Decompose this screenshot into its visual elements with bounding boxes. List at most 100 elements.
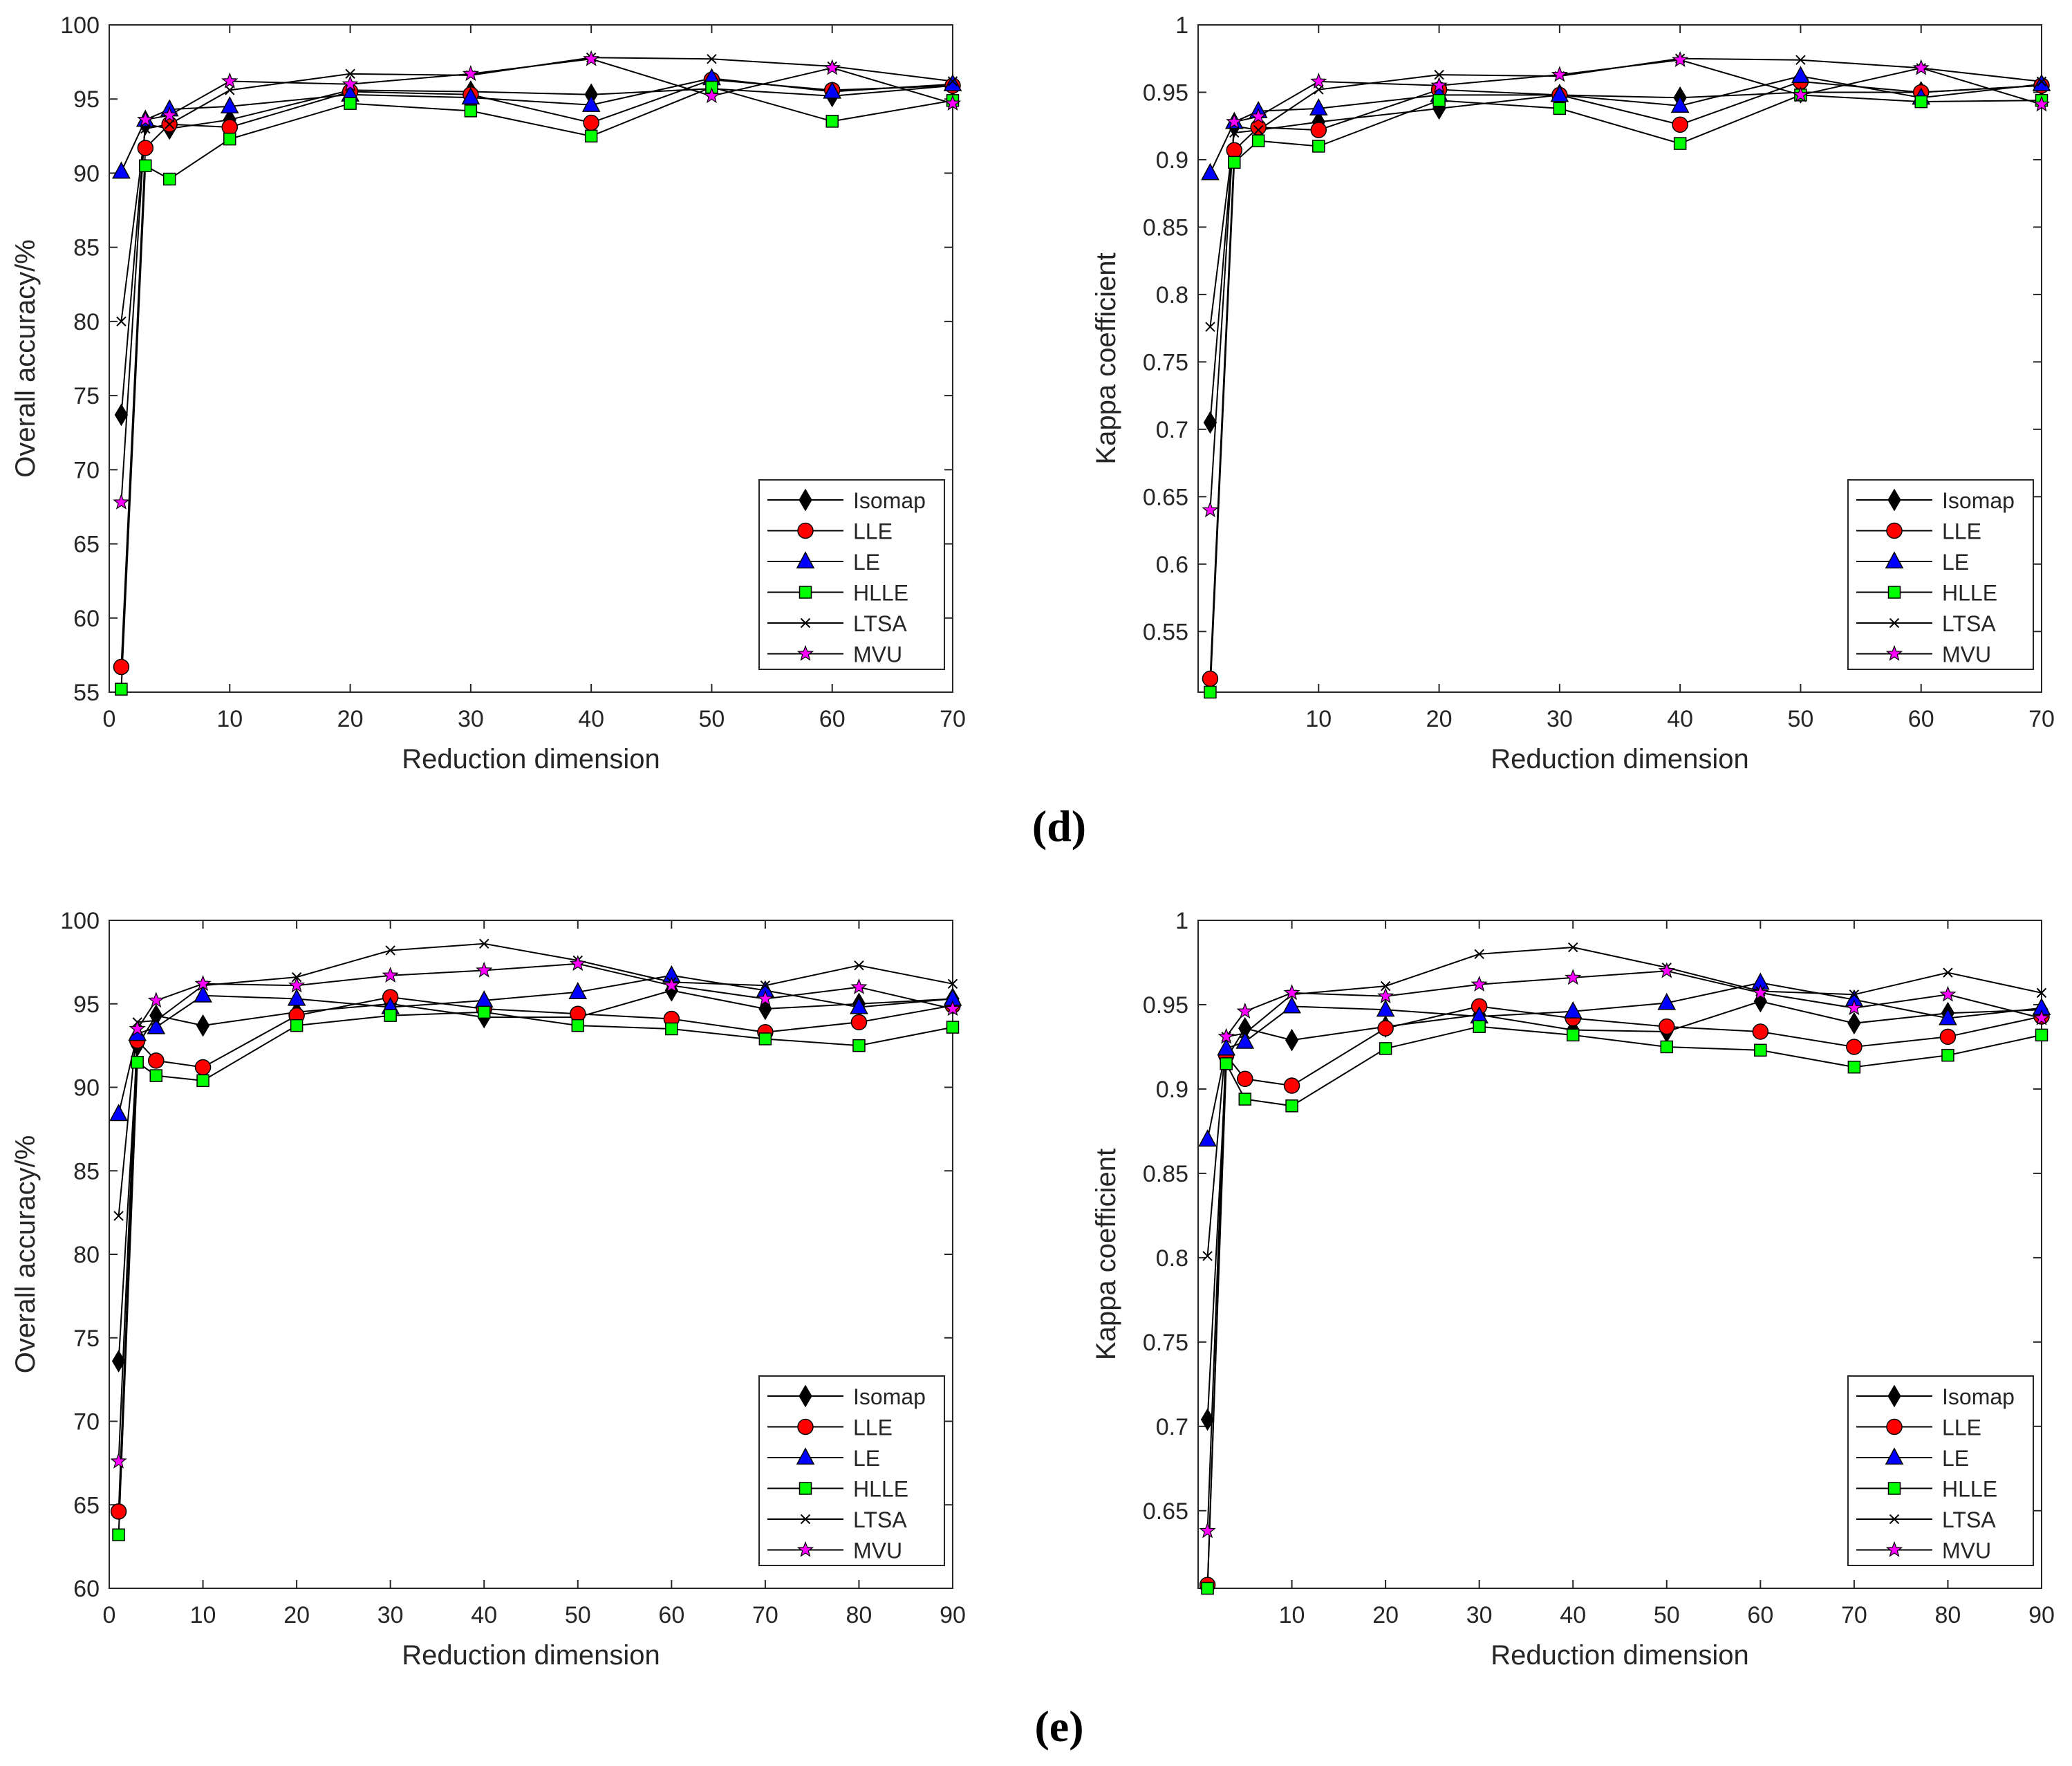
legend-marker-le [1885, 1447, 1904, 1465]
data-point-ltsa [151, 1015, 161, 1026]
legend-label: HLLE [1942, 581, 1997, 606]
panel-label-d: (d) [1032, 801, 1086, 851]
data-point-mvu [1202, 501, 1219, 518]
data-point-mvu [944, 1000, 962, 1016]
legend: Isomap LLE LE HLLE LTSA MVU [758, 479, 945, 670]
x-tick-label: 30 [1547, 706, 1573, 732]
data-point-mvu [1672, 50, 1689, 67]
data-point-mvu [569, 955, 586, 972]
data-point-le [850, 996, 868, 1014]
legend-marker-mvu [796, 1541, 814, 1557]
chart-3: 0 10 20 30 40 50 60 70 80 90 60 65 70 75 80 85 90 95 100 Re… [10, 908, 966, 1671]
data-point-le [287, 988, 306, 1006]
y-axis-label: Kappa coefficient [1091, 252, 1121, 464]
legend-marker-isomap [1887, 1384, 1901, 1408]
y-tick-label: 0.8 [1156, 282, 1188, 308]
legend-label: HLLE [853, 1477, 908, 1502]
data-point-mvu [462, 65, 479, 82]
data-point-hlle [1204, 685, 1217, 699]
x-tick-label: 60 [658, 1602, 684, 1628]
data-point-lle [1250, 119, 1267, 136]
legend-label: MVU [1942, 642, 1991, 667]
legend-label: LLE [853, 1415, 893, 1440]
data-point-hlle [223, 132, 236, 146]
data-point-ltsa [947, 978, 958, 989]
data-point-hlle [1673, 137, 1687, 150]
x-tick-label: 0 [103, 706, 116, 732]
data-point-mvu [1939, 985, 1957, 1002]
charts: 0 10 20 30 40 50 60 70556065707580859095100Redu… [10, 12, 2055, 1671]
data-point-ltsa [1795, 55, 1806, 65]
x-tick-label: 50 [1788, 706, 1814, 732]
legend-box [1847, 479, 2034, 670]
y-tick-label: 65 [73, 532, 100, 558]
data-point-hlle [464, 104, 478, 118]
data-point-lle [1377, 1020, 1394, 1037]
y-tick-label: 0.75 [1143, 1330, 1188, 1356]
data-point-isomap [1200, 1408, 1215, 1431]
data-point-mvu [1792, 86, 1809, 102]
y-tick-label: 100 [60, 908, 100, 934]
legend-label: LLE [853, 519, 893, 544]
data-point-hlle [196, 1074, 209, 1088]
legend-label: Isomap [853, 488, 926, 513]
legend-marker-le [796, 551, 815, 569]
data-point-hlle [384, 1009, 397, 1022]
data-point-ltsa [1253, 124, 1264, 136]
data-point-hlle [1566, 1028, 1580, 1042]
data-point-ltsa [1240, 1028, 1250, 1039]
data-point-hlle [131, 1056, 144, 1069]
data-point-le [1376, 999, 1395, 1017]
data-point-hlle [139, 159, 152, 172]
data-point-mvu [129, 1020, 146, 1037]
data-point-lle [1237, 1070, 1253, 1088]
data-point-lle [1846, 1039, 1863, 1055]
legend-box [758, 479, 945, 670]
data-point-hlle [162, 172, 176, 186]
legend-marker-hlle [1887, 1482, 1901, 1495]
x-tick-label: 10 [216, 706, 243, 732]
legend-marker-lle [1886, 522, 1903, 539]
x-tick-label: 90 [940, 1602, 966, 1628]
data-point-mvu [110, 1452, 127, 1469]
y-tick-label: 60 [73, 1576, 100, 1602]
data-point-mvu [476, 961, 493, 978]
data-point-hlle [571, 1019, 585, 1032]
legend-label: LTSA [853, 1507, 907, 1532]
legend-marker-isomap [1887, 488, 1901, 512]
data-point-hlle [344, 97, 357, 110]
x-tick-label: 20 [1426, 706, 1453, 732]
data-point-mvu [583, 50, 600, 66]
data-point-hlle [149, 1069, 163, 1082]
x-tick-label: 70 [752, 1602, 778, 1628]
data-point-lle [1939, 1028, 1957, 1045]
panel-label-e: (e) [1034, 1702, 1083, 1751]
x-axis-label: Reduction dimension [402, 1640, 660, 1671]
legend-label: HLLE [853, 581, 908, 606]
legend-label: MVU [1942, 1539, 1991, 1563]
y-tick-label: 0.9 [1156, 1077, 1188, 1103]
data-point-hlle [1251, 134, 1265, 147]
legend-box [758, 1375, 945, 1566]
data-point-le [194, 985, 212, 1003]
x-tick-label: 80 [846, 1602, 872, 1628]
data-point-mvu [1310, 73, 1327, 89]
y-tick-label: 80 [73, 1242, 100, 1268]
x-tick-label: 60 [1747, 1602, 1773, 1628]
legend-marker-isomap [799, 1384, 812, 1408]
data-point-mvu [2033, 1009, 2051, 1025]
data-point-lle [1202, 670, 1219, 687]
data-point-ltsa [1229, 127, 1240, 138]
data-point-mvu [1199, 1522, 1216, 1539]
data-point-hlle [1312, 140, 1325, 153]
y-tick-label: 0.6 [1156, 552, 1188, 578]
x-tick-label: 40 [1667, 706, 1693, 732]
data-point-lle [113, 658, 130, 676]
data-point-mvu [944, 94, 962, 111]
chart-2: 10 20 30 40 50 60 70 0.55 0.6 0.65 0.7 0.75 0.8 0.85 0… [1091, 12, 2055, 774]
x-tick-label: 30 [377, 1602, 404, 1628]
legend-marker-le [796, 1447, 815, 1465]
data-point-lle [583, 114, 599, 131]
x-tick-label: 0 [103, 1602, 116, 1628]
data-point-mvu [137, 111, 154, 127]
